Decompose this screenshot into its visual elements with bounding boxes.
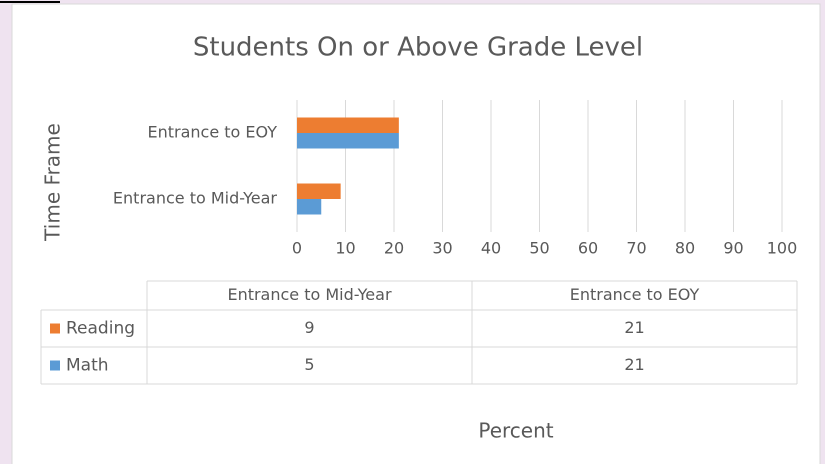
x-tick-label: 100 [767,239,798,258]
table-value: 9 [304,318,314,337]
x-tick-label: 40 [481,239,501,258]
table-value: 5 [304,355,314,374]
x-tick-label: 0 [292,239,302,258]
x-tick-label: 90 [723,239,743,258]
bar [297,117,399,133]
x-tick-label: 10 [335,239,355,258]
x-tick-label: 20 [384,239,404,258]
x-tick-label: 80 [675,239,695,258]
chart-title: Students On or Above Grade Level [193,33,643,63]
legend-key [50,323,60,334]
bar [297,199,322,215]
table-value: 21 [624,355,644,374]
table-header: Entrance to Mid-Year [227,285,392,304]
bar [297,133,399,149]
chart-area [11,3,821,464]
y-tick-label: Entrance to EOY [147,123,277,142]
x-tick-label: 30 [432,239,452,258]
x-tick-label: 60 [578,239,598,258]
legend-key [50,360,60,371]
y-axis-label: Time Frame [41,123,65,242]
bar [297,183,341,199]
legend-label: Reading [66,319,135,339]
table-header: Entrance to EOY [570,285,700,304]
table-value: 21 [624,318,644,337]
x-tick-label: 50 [529,239,549,258]
x-tick-label: 70 [626,239,646,258]
x-axis-label: Percent [478,419,553,443]
legend-label: Math [66,356,109,376]
y-tick-label: Entrance to Mid-Year [113,189,278,208]
